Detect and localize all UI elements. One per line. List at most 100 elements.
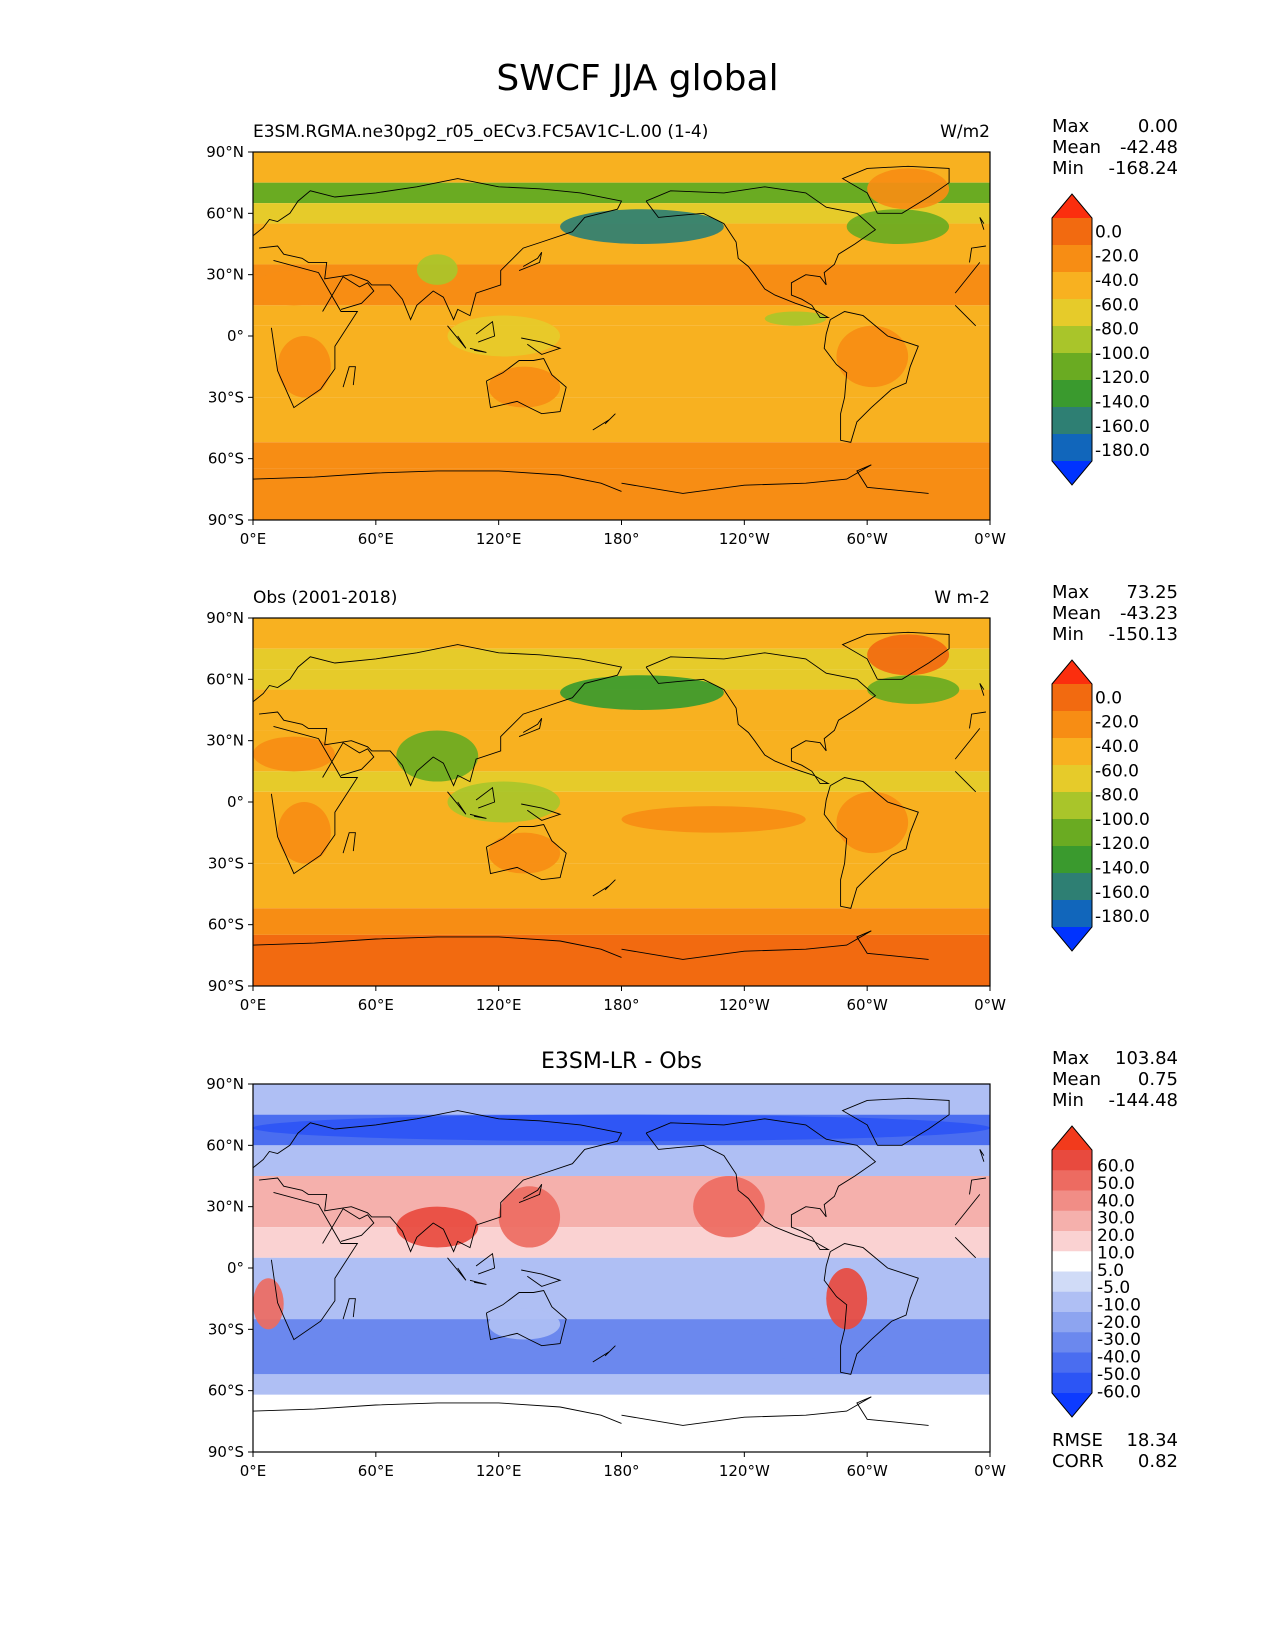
colorbar-label: -80.0: [1095, 320, 1139, 340]
field-feature: [488, 832, 561, 874]
stat-row: Min -144.48: [1052, 1090, 1178, 1111]
colorbar-segment: [1052, 792, 1092, 820]
field-feature: [867, 168, 950, 210]
colorbar-label: -140.0: [1095, 859, 1150, 879]
field-feature: [488, 1308, 561, 1340]
panel-units: W m-2: [934, 588, 990, 608]
colorbar-label: -20.0: [1097, 1313, 1141, 1333]
coastline: [469, 347, 487, 353]
colorbar-segment: [1052, 846, 1092, 874]
coastline: [841, 165, 950, 214]
zonal-band: [253, 1145, 990, 1176]
colorbar-outline: [1051, 659, 1093, 952]
stat-row: Min -168.24: [1052, 158, 1178, 179]
field-feature: [560, 209, 724, 244]
colorbar-segment: [1052, 1332, 1092, 1353]
field-feature: [693, 1176, 765, 1238]
x-tick-label: 60°W: [846, 530, 888, 548]
zonal-band: [253, 1227, 990, 1258]
coastline: [592, 879, 616, 897]
y-tick-label: 90°N: [206, 609, 244, 627]
zonal-band: [253, 442, 990, 469]
coastline: [253, 178, 986, 321]
field-3: [253, 1084, 990, 1452]
coastline: [447, 1257, 467, 1281]
coastline: [521, 803, 562, 821]
colorbar-segment: [1052, 900, 1092, 928]
colorbar: 0.0 -20.0 -40.0 -60.0 -80.0 -100.0 -120.0 -140.…: [1051, 659, 1150, 952]
colorbar-label: 20.0: [1097, 1226, 1135, 1246]
colorbar-segment: [1052, 1251, 1092, 1272]
field-feature: [396, 730, 479, 782]
colorbar-segment: [1052, 1372, 1092, 1394]
colorbar-label: -40.0: [1095, 271, 1139, 291]
colorbar-outline: [1051, 193, 1093, 486]
field-feature: [498, 1186, 561, 1248]
map-panel-3: 0°E 60°E 120°E 180° 120°W 60°W 0°W 90°N 60°N 30°N…: [206, 1075, 1006, 1480]
field-feature: [488, 366, 561, 408]
colorbar-outline: [1051, 1125, 1093, 1418]
stat-label: Mean: [1052, 1069, 1102, 1090]
y-tick-label: 60°S: [208, 450, 244, 468]
zonal-band: [253, 1374, 990, 1395]
coastline: [270, 725, 981, 875]
coastline: [447, 325, 467, 349]
field-feature: [560, 675, 724, 710]
colorbar-label: -10.0: [1097, 1295, 1141, 1315]
field-feature: [277, 802, 331, 864]
y-tick-label: 30°S: [208, 388, 244, 406]
colorbar-segment: [1052, 873, 1092, 901]
colorbar-segment: [1052, 1291, 1092, 1313]
coastline: [518, 1183, 543, 1204]
colorbar-segment: [1052, 738, 1092, 766]
coastline: [270, 1191, 981, 1341]
coastline: [253, 930, 929, 960]
x-tick-label: 0°W: [974, 1462, 1006, 1480]
field-feature: [253, 1278, 284, 1330]
coastline: [475, 320, 496, 343]
y-tick-label: 60°N: [206, 204, 244, 222]
x-tick-label: 180°: [603, 1462, 639, 1480]
colorbar-label: -40.0: [1097, 1348, 1141, 1368]
stat-value: 103.84: [1115, 1048, 1178, 1069]
colorbar-label: 50.0: [1097, 1174, 1135, 1194]
coastline: [342, 366, 356, 388]
stat-value: -42.48: [1119, 137, 1178, 158]
colorbar-label: 30.0: [1097, 1209, 1135, 1229]
field-feature: [836, 325, 909, 388]
coastline: [322, 1208, 375, 1244]
field-feature: [867, 675, 960, 704]
coastline: [253, 1396, 929, 1426]
stat-row: Mean -42.48: [1052, 137, 1178, 158]
stat-value: 0.75: [1137, 1069, 1178, 1090]
coastline: [645, 652, 877, 785]
colorbar-segment: [1052, 1271, 1092, 1293]
coastline: [823, 311, 919, 443]
stat-label: Max: [1052, 582, 1090, 603]
stat-label: Mean: [1052, 137, 1102, 158]
colorbar-label: 40.0: [1097, 1191, 1135, 1211]
field-feature: [416, 254, 458, 285]
x-tick-label: 0°E: [240, 530, 267, 548]
zonal-band: [253, 152, 990, 183]
coastline: [592, 1345, 616, 1363]
coastline: [841, 631, 950, 680]
field-feature: [277, 336, 331, 398]
panel-units: W/m2: [940, 122, 990, 142]
colorbar-label: -160.0: [1095, 883, 1150, 903]
colorbar-label: -80.0: [1095, 786, 1139, 806]
colorbar-extend-bottom: [1052, 927, 1092, 951]
field-feature: [253, 736, 335, 772]
coastline: [645, 1118, 877, 1251]
coastline: [342, 1298, 356, 1320]
coastline: [521, 337, 562, 355]
colorbar-segment: [1052, 711, 1092, 739]
y-tick-label: 30°S: [208, 854, 244, 872]
coastline: [322, 276, 375, 312]
stat-row: Min -150.13: [1052, 624, 1178, 645]
colorbar-label: -120.0: [1095, 368, 1150, 388]
colorbar-extend-top: [1052, 194, 1092, 218]
colorbar-segment: [1052, 1190, 1092, 1212]
